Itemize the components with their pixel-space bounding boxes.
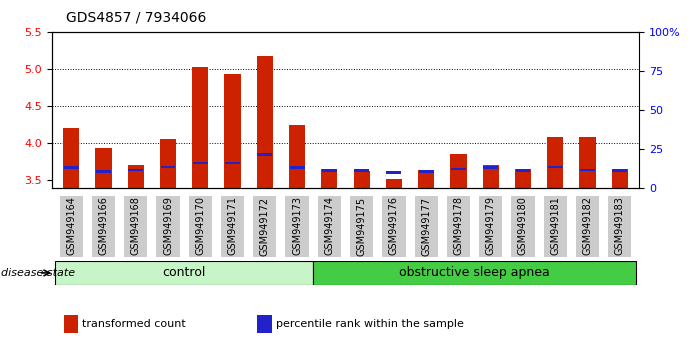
FancyBboxPatch shape (608, 196, 632, 257)
FancyBboxPatch shape (189, 196, 212, 257)
Text: GSM949183: GSM949183 (615, 196, 625, 255)
Bar (192, 68, 209, 188)
Bar (257, 153, 272, 155)
Bar (386, 179, 402, 188)
Text: GSM949174: GSM949174 (324, 196, 334, 256)
Bar (515, 169, 531, 188)
Bar (225, 74, 240, 188)
Bar (160, 139, 176, 188)
Text: GSM949172: GSM949172 (260, 196, 269, 256)
Text: GSM949173: GSM949173 (292, 196, 302, 256)
Text: GSM949171: GSM949171 (227, 196, 238, 256)
FancyBboxPatch shape (447, 196, 470, 257)
Text: GSM949175: GSM949175 (357, 196, 367, 256)
Text: GSM949164: GSM949164 (66, 196, 76, 255)
Bar (128, 165, 144, 188)
Text: GSM949179: GSM949179 (486, 196, 495, 256)
Bar (55, 261, 313, 285)
Text: disease state: disease state (1, 268, 75, 278)
Text: GSM949181: GSM949181 (550, 196, 560, 255)
FancyBboxPatch shape (544, 196, 567, 257)
Bar (257, 56, 273, 188)
Bar (548, 166, 562, 168)
Bar (354, 169, 369, 172)
Text: GSM949166: GSM949166 (98, 196, 108, 255)
FancyBboxPatch shape (511, 196, 535, 257)
Text: GSM949170: GSM949170 (196, 196, 205, 256)
FancyBboxPatch shape (285, 196, 309, 257)
FancyBboxPatch shape (382, 196, 406, 257)
Bar (547, 137, 563, 188)
FancyBboxPatch shape (92, 196, 115, 257)
Bar (580, 169, 595, 171)
Text: GDS4857 / 7934066: GDS4857 / 7934066 (66, 11, 206, 25)
Bar (451, 168, 466, 170)
Bar (386, 171, 401, 174)
Text: GSM949176: GSM949176 (389, 196, 399, 256)
Bar (63, 127, 79, 188)
Bar (257, 315, 272, 333)
FancyBboxPatch shape (156, 196, 180, 257)
FancyBboxPatch shape (415, 196, 438, 257)
Bar (483, 166, 498, 169)
Text: obstructive sleep apnea: obstructive sleep apnea (399, 267, 550, 279)
Bar (160, 166, 176, 168)
Bar (64, 315, 78, 333)
Text: percentile rank within the sample: percentile rank within the sample (276, 319, 464, 329)
FancyBboxPatch shape (59, 196, 83, 257)
Bar (290, 166, 305, 169)
Bar (612, 169, 628, 188)
FancyBboxPatch shape (221, 196, 244, 257)
Text: GSM949177: GSM949177 (422, 196, 431, 256)
Bar (289, 125, 305, 188)
Bar (580, 137, 596, 188)
Text: GSM949180: GSM949180 (518, 196, 528, 255)
Bar (451, 154, 466, 188)
Bar (418, 170, 434, 188)
Bar (482, 165, 499, 188)
Bar (322, 169, 337, 172)
Bar (612, 169, 627, 172)
FancyBboxPatch shape (350, 196, 373, 257)
Bar (96, 170, 111, 173)
Bar (321, 169, 337, 188)
FancyBboxPatch shape (576, 196, 599, 257)
Bar (354, 171, 370, 188)
Bar (419, 170, 434, 173)
Text: control: control (162, 267, 206, 279)
Text: GSM949182: GSM949182 (583, 196, 593, 256)
Bar (193, 162, 208, 165)
FancyBboxPatch shape (318, 196, 341, 257)
Text: GSM949168: GSM949168 (131, 196, 141, 255)
FancyBboxPatch shape (124, 196, 147, 257)
Bar (225, 162, 240, 165)
Text: transformed count: transformed count (82, 319, 186, 329)
Bar (129, 169, 143, 171)
Bar (95, 148, 111, 188)
Bar (313, 261, 636, 285)
Text: GSM949169: GSM949169 (163, 196, 173, 255)
Text: GSM949178: GSM949178 (453, 196, 464, 256)
FancyBboxPatch shape (479, 196, 502, 257)
Bar (64, 166, 79, 169)
FancyBboxPatch shape (253, 196, 276, 257)
Bar (515, 169, 531, 172)
